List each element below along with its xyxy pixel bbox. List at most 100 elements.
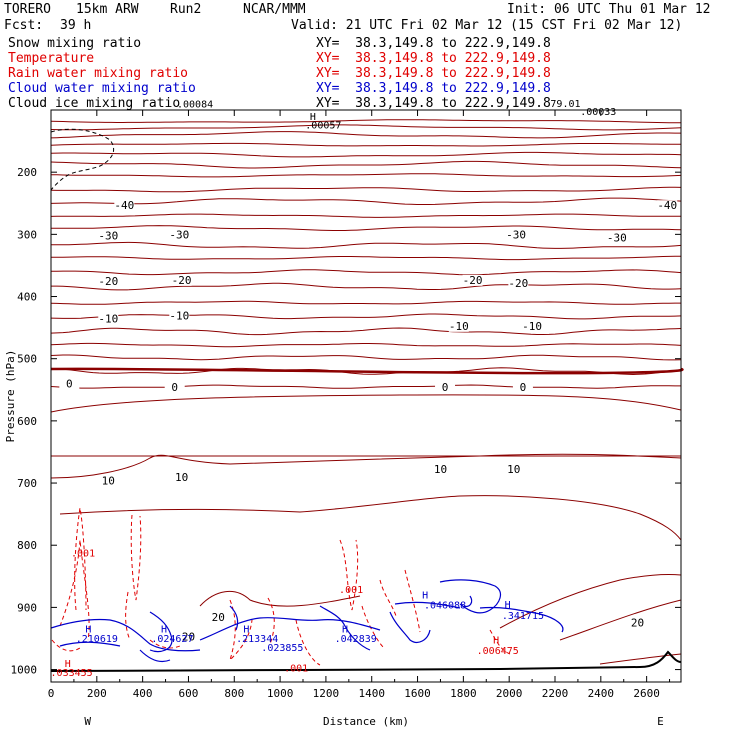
rain-max-marker: H <box>493 635 499 646</box>
temp-label-bg <box>657 200 678 212</box>
temp-label-bg <box>171 471 192 483</box>
temperature-contours <box>50 119 684 665</box>
field-name-rain: Rain water mixing ratio <box>8 66 189 81</box>
temperature-label: -30 <box>506 228 526 241</box>
rain-water-contours <box>51 507 511 666</box>
isotherm-line <box>559 599 682 641</box>
isotherm-line <box>50 367 682 376</box>
isotherm-line <box>50 197 682 205</box>
field-name-cloud-ice: Cloud ice mixing ratio <box>8 96 181 111</box>
x-tick-label: 0 <box>48 687 55 700</box>
temperature-label: -30 <box>98 230 118 243</box>
cloud-contour-line <box>479 606 564 633</box>
y-tick-label: 400 <box>17 291 37 304</box>
isotherm-line <box>50 186 682 193</box>
y-tick-label: 900 <box>17 601 37 614</box>
isotherm-line <box>50 327 682 336</box>
west-end-label: W <box>84 715 91 728</box>
x-tick-label: 800 <box>224 687 244 700</box>
temperature-label: 10 <box>175 471 188 484</box>
x-tick-label: 600 <box>179 687 199 700</box>
temp-label-bg <box>606 232 627 244</box>
temp-label-bg <box>627 617 648 629</box>
rain-contour-line <box>361 605 385 649</box>
snow-value-label: .00084 <box>177 100 213 111</box>
field-name-snow: Snow mixing ratio <box>8 36 142 51</box>
x-tick-label: 2200 <box>542 687 569 700</box>
cloud-contour-line <box>229 605 239 631</box>
forecast-hour: 39 h <box>60 18 92 33</box>
cloud-max-marker: H <box>161 624 167 635</box>
temperature-label: 10 <box>102 475 115 488</box>
rain-value-label: .001 <box>339 585 363 596</box>
field-xy-temperature: XY= 38.3,149.8 to 222.9,149.8 <box>316 51 551 66</box>
x-tick-label: 1400 <box>358 687 385 700</box>
temperature-label: 10 <box>434 463 447 476</box>
cloud-contour-line <box>389 611 431 643</box>
temperature-label: 20 <box>182 631 195 644</box>
cloud-max-marker: H <box>422 591 428 602</box>
isotherm-line <box>51 282 682 291</box>
x-tick-label: 2000 <box>496 687 523 700</box>
init-time: Init: 06 UTC Thu 01 Mar 12 <box>507 2 711 17</box>
snow-contour-line <box>50 128 115 191</box>
cloud-max-marker: H <box>505 600 511 611</box>
temp-label-bg <box>178 631 199 643</box>
y-tick-label: 500 <box>17 353 37 366</box>
temp-label-bg <box>98 230 119 242</box>
isotherm-line <box>51 225 682 231</box>
rain-contour-line <box>74 507 87 611</box>
cloud-contour-line <box>463 595 473 607</box>
snow-value-label: .00057 <box>305 121 341 132</box>
field-xy-cloud-water: XY= 38.3,149.8 to 222.9,149.8 <box>316 81 551 96</box>
temp-label-bg <box>435 381 456 393</box>
y-tick-label: 600 <box>17 415 37 428</box>
temperature-label: -20 <box>508 277 528 290</box>
temp-label-bg <box>169 229 190 241</box>
cloud-max-marker: H <box>342 624 348 635</box>
x-tick-label: 1200 <box>313 687 340 700</box>
field-xy-snow: XY= 38.3,149.8 to 222.9,149.8 <box>316 36 551 51</box>
cloud-max-marker: H <box>85 624 91 635</box>
x-tick-label: 1800 <box>450 687 477 700</box>
temperature-label: -20 <box>172 274 192 287</box>
isotherm-line <box>50 160 682 169</box>
temp-label-bg <box>98 276 119 288</box>
temperature-label: 20 <box>631 616 644 629</box>
cloud-max-marker: H <box>243 624 249 635</box>
isotherm-line <box>50 131 681 139</box>
temp-label-bg <box>522 320 543 332</box>
rain-contour-line <box>149 639 181 649</box>
isotherm-line <box>59 495 682 541</box>
temp-label-bg <box>208 611 229 623</box>
temperature-label: -40 <box>657 199 677 212</box>
rain-contour-line <box>229 599 253 661</box>
temp-label-bg <box>512 381 533 393</box>
temp-label-bg <box>506 229 527 241</box>
cloud-contour-line <box>139 649 171 663</box>
rain-value-label: .033455 <box>51 668 93 679</box>
rain-contour-line <box>404 569 421 633</box>
temp-label-bg <box>448 320 469 332</box>
cloud-value-label: .042839 <box>335 634 377 645</box>
resolution-label: 15km ARW <box>76 2 139 17</box>
axes: 0 200 400 600 800 1000 1200 1400 1600 1800 2000 220… <box>4 109 682 728</box>
isotherm-line <box>50 453 682 479</box>
temp-label-bg <box>98 313 119 325</box>
cloud-contour-line <box>59 641 121 647</box>
y-tick-label: 200 <box>17 166 37 179</box>
x-tick-label: 2600 <box>633 687 660 700</box>
rain-contour-line <box>379 579 397 617</box>
field-xy-cloud-ice: XY= 38.3,149.8 to 222.9,149.8 <box>316 96 551 111</box>
cloud-value-label: .213344 <box>236 634 278 645</box>
isotherm-line <box>50 142 681 147</box>
rain-contour-line <box>339 539 359 611</box>
x-axis-title: Distance (km) <box>323 715 409 728</box>
temperature-label: -30 <box>169 228 189 241</box>
snow-max-marker: H <box>310 112 316 123</box>
cloud-value-label: .024627 <box>151 634 193 645</box>
cloud-value-label: .210619 <box>76 634 118 645</box>
isotherm-line <box>599 653 682 665</box>
source-label: NCAR/MMM <box>243 2 306 17</box>
